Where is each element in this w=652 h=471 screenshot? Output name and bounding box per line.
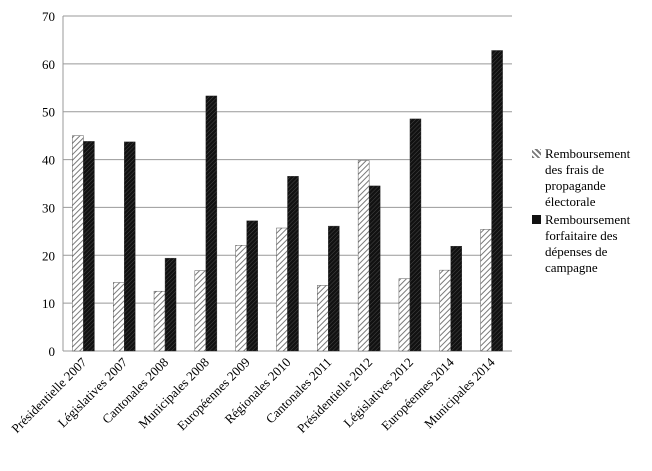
x-tick-label: Européennes 2009 [174, 355, 253, 434]
y-tick-label: 0 [49, 344, 56, 359]
bar [357, 160, 370, 352]
bar [246, 220, 258, 352]
bar [124, 141, 136, 352]
legend-item: Remboursement des frais de propagande él… [532, 146, 647, 210]
bar [439, 269, 451, 352]
bar [328, 225, 340, 352]
bar [368, 185, 381, 352]
bar [398, 278, 411, 352]
bar [83, 141, 95, 352]
legend-label: Remboursement des frais de propagande él… [545, 146, 631, 209]
y-tick-label: 40 [42, 153, 55, 168]
bar [491, 50, 503, 352]
x-tick-label: Législatives 2012 [340, 355, 416, 431]
y-tick-label: 30 [42, 200, 55, 215]
bar [480, 229, 492, 352]
x-tick-label: Présidentielle 2012 [294, 355, 375, 436]
bar [164, 257, 177, 352]
y-tick-label: 60 [42, 57, 55, 72]
x-tick-label: Présidentielle 2007 [8, 354, 90, 436]
legend-key [532, 149, 541, 158]
bar [113, 282, 125, 352]
legend-key [532, 215, 541, 224]
bar [72, 135, 84, 352]
legend-label: Remboursement forfaitaire des dépenses d… [545, 212, 631, 275]
bar [235, 245, 247, 352]
legend-item: Remboursement forfaitaire des dépenses d… [532, 212, 647, 276]
bar [450, 245, 462, 352]
bar [276, 227, 288, 352]
y-tick-label: 10 [42, 296, 55, 311]
y-tick-label: 20 [42, 248, 55, 263]
x-tick-label: Européennes 2014 [378, 354, 457, 433]
bar [205, 95, 218, 352]
y-tick-label: 70 [42, 9, 55, 24]
x-tick-label: Municipales 2008 [135, 355, 212, 432]
bar [287, 176, 299, 352]
legend: Remboursement des frais de propagande él… [532, 146, 647, 278]
bar [409, 118, 422, 352]
bar [194, 270, 207, 352]
bar [317, 285, 329, 352]
x-tick-label: Municipales 2014 [421, 354, 498, 431]
y-tick-label: 50 [42, 105, 55, 120]
bar [153, 290, 166, 352]
x-tick-label: Législatives 2007 [55, 354, 131, 430]
